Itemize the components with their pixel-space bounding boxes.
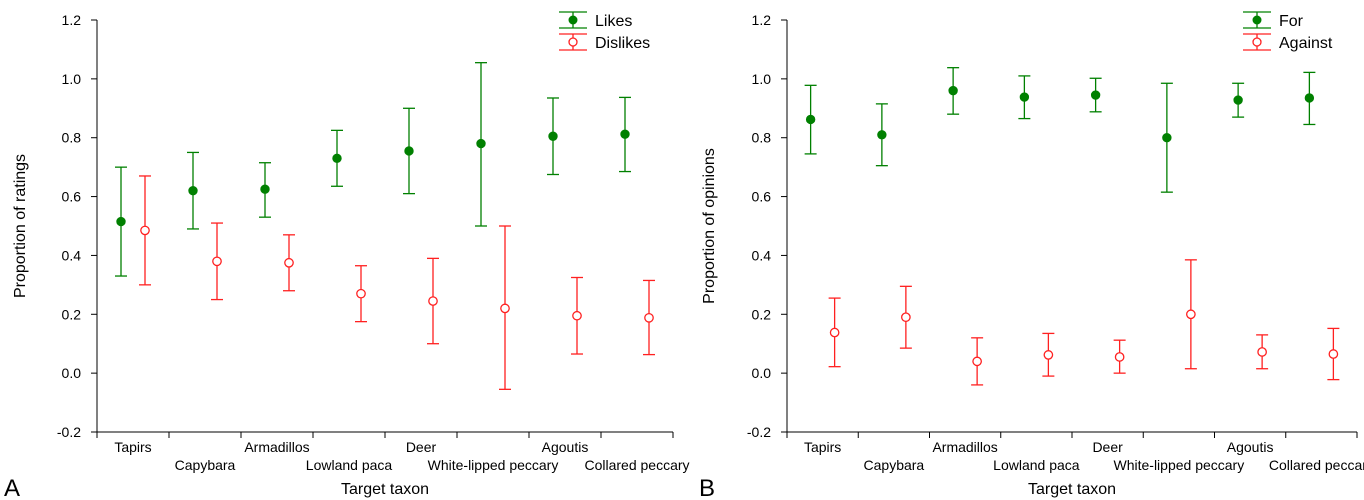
data-point [901, 312, 911, 323]
x-category-label: Deer [406, 439, 437, 455]
x-category-label: Armadillos [932, 439, 997, 455]
y-tick-label: 0.4 [62, 247, 82, 263]
data-point [805, 114, 816, 125]
data-point [116, 216, 126, 227]
data-point [284, 257, 294, 268]
series-against [828, 259, 1340, 386]
legend-label: For [1279, 13, 1304, 30]
x-axis-title: Target taxon [341, 481, 429, 498]
legend-item-for: For [1243, 11, 1304, 30]
data-point [1233, 95, 1243, 105]
y-tick-label: 0.0 [62, 365, 82, 381]
series-likes [115, 62, 631, 277]
y-tick-label: 1.0 [62, 71, 82, 87]
data-point [1090, 90, 1101, 100]
legend-marker [1252, 15, 1262, 25]
legend-item-dislikes: Dislikes [559, 33, 650, 52]
data-point [548, 131, 558, 141]
legend-item-likes: Likes [559, 11, 632, 30]
data-point [476, 138, 486, 149]
legend-label: Against [1279, 35, 1333, 52]
y-tick-label: 0.8 [62, 130, 82, 146]
y-tick-label: 0.4 [752, 247, 772, 263]
data-point [500, 303, 510, 314]
y-tick-label: 0.8 [752, 130, 772, 146]
y-tick-label: 0.2 [62, 306, 82, 322]
data-point [1328, 349, 1339, 359]
data-point [1257, 347, 1267, 357]
y-tick-label: 1.2 [752, 12, 772, 28]
series-dislikes [139, 175, 655, 390]
y-tick-label: 1.0 [752, 71, 772, 87]
panel-letter: A [4, 475, 20, 500]
legend-marker [568, 15, 578, 25]
y-axis-title: Proportion of opinions [701, 148, 718, 304]
x-category-label: Tapirs [804, 439, 841, 455]
x-category-label: Lowland paca [306, 457, 393, 473]
data-point [972, 356, 982, 367]
data-point [212, 256, 222, 267]
data-point [356, 288, 366, 299]
data-point [1162, 133, 1172, 143]
data-point [188, 185, 198, 196]
legend-marker [1252, 37, 1262, 47]
y-tick-label: -0.2 [57, 424, 81, 440]
series-for [804, 67, 1316, 193]
data-point [428, 296, 438, 306]
x-category-label: Lowland paca [993, 457, 1080, 473]
data-point [260, 184, 270, 194]
data-point [644, 312, 654, 323]
x-category-label: Capybara [175, 457, 236, 473]
panel-letter: B [699, 475, 715, 500]
data-point [877, 130, 887, 140]
x-category-label: White-lipped peccary [1114, 457, 1245, 473]
x-category-label: Agoutis [1227, 439, 1274, 455]
y-tick-label: 0.2 [752, 306, 772, 322]
data-point [332, 153, 342, 164]
x-category-label: White-lipped peccary [428, 457, 559, 473]
legend-label: Likes [595, 13, 632, 30]
y-tick-label: 0.6 [62, 189, 82, 205]
legend-marker [568, 37, 578, 47]
x-category-label: Agoutis [542, 439, 589, 455]
data-point [1114, 352, 1125, 362]
x-category-label: Collared peccary [584, 457, 689, 473]
data-point [1019, 92, 1030, 102]
data-point [1304, 93, 1315, 103]
y-tick-label: 0.6 [752, 189, 772, 205]
y-tick-label: -0.2 [747, 424, 771, 440]
data-point [404, 146, 414, 156]
data-point [829, 327, 840, 338]
data-point [1186, 309, 1196, 320]
x-category-label: Deer [1092, 439, 1123, 455]
y-tick-label: 0.0 [752, 365, 772, 381]
data-point [620, 129, 630, 139]
x-axis-title: Target taxon [1028, 481, 1116, 498]
x-category-label: Tapirs [114, 439, 151, 455]
data-point [140, 225, 150, 236]
y-axis-title: Proportion of ratings [12, 154, 29, 298]
chart-panel-b: -0.2 0.0 0.2 0.4 0.6 0.8 1.0 1.2 Tapirs Capybara A… [699, 11, 1364, 500]
x-category-label: Armadillos [244, 439, 309, 455]
chart-panel-a: -0.2 0.0 0.2 0.4 0.6 0.8 1.0 1.2 Tapirs Capybara A… [4, 11, 690, 500]
data-point [572, 310, 582, 321]
x-category-label: Collared peccary [1269, 457, 1364, 473]
data-point [948, 85, 958, 96]
legend-item-against: Against [1243, 33, 1333, 52]
data-point [1043, 350, 1054, 360]
legend: For Against [1243, 11, 1333, 52]
y-tick-label: 1.2 [62, 12, 82, 28]
legend: Likes Dislikes [559, 11, 650, 52]
x-category-label: Capybara [864, 457, 925, 473]
legend-label: Dislikes [595, 35, 650, 52]
